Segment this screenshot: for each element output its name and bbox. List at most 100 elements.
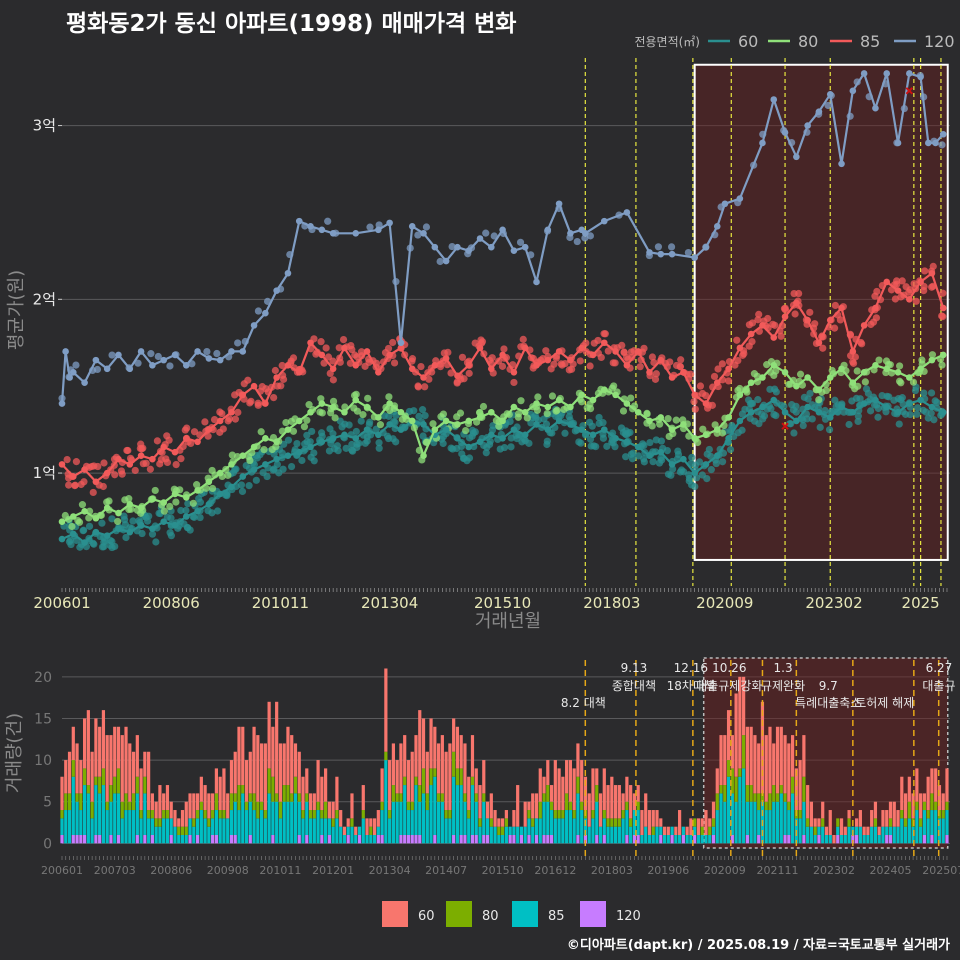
vol-bar-80 — [613, 818, 618, 827]
price-point-60 — [318, 432, 326, 440]
price-y-tick-label: 1억 — [33, 464, 56, 482]
vol-bar-85 — [380, 810, 384, 836]
vol-bar-60 — [719, 735, 723, 786]
vol-bar-85 — [327, 818, 331, 836]
vol-bar-80 — [700, 826, 704, 836]
vol-bar-60 — [655, 810, 659, 827]
vol-bar-60 — [218, 776, 222, 811]
vol-bar-80 — [180, 826, 185, 836]
price-point-60 — [816, 423, 824, 431]
vol-bar-85 — [305, 801, 309, 836]
vol-bar-60 — [934, 768, 938, 802]
price-point-60 — [854, 412, 862, 420]
vol-bar-120 — [150, 835, 154, 844]
price-point-60 — [866, 407, 875, 415]
vol-bar-60 — [335, 776, 339, 811]
vol-bar-60 — [158, 785, 162, 819]
vol-bar-85 — [222, 818, 226, 844]
price-point-60 — [513, 435, 521, 443]
vol-bar-85 — [806, 826, 810, 844]
price-point-60 — [352, 427, 360, 436]
price-point-60 — [163, 513, 171, 521]
price-point-80 — [193, 481, 201, 489]
price-point-60 — [772, 388, 780, 396]
vol-bar-85 — [94, 785, 98, 836]
price-point-60 — [611, 443, 619, 451]
price-point-80 — [68, 522, 76, 531]
vol-bar-80 — [779, 785, 783, 794]
price-point-60 — [182, 506, 190, 515]
price-point-60 — [885, 393, 893, 401]
vol-bar-80 — [742, 735, 746, 769]
vol-bar-60 — [406, 760, 411, 802]
vol-x-tick-label: 200601 — [41, 864, 83, 877]
vol-bar-80 — [922, 801, 926, 811]
price-point-85 — [201, 418, 209, 426]
policy-annotation: 6.27 — [926, 661, 953, 675]
price-point-60 — [148, 530, 157, 538]
vol-bar-85 — [662, 835, 667, 844]
vol-bar-80 — [320, 810, 324, 819]
vol-bar-60 — [764, 735, 768, 802]
price-point-60 — [465, 454, 474, 462]
vol-bar-60 — [267, 701, 271, 769]
vol-bar-60 — [640, 810, 644, 836]
vol-bar-85 — [101, 785, 106, 844]
price-point-85 — [183, 424, 191, 432]
vol-bar-80 — [915, 801, 919, 811]
vol-bar-60 — [832, 835, 836, 844]
vol-bar-120 — [783, 835, 787, 844]
price-point-60 — [507, 443, 515, 451]
vol-bar-120 — [410, 835, 414, 844]
vol-bar-60 — [275, 701, 279, 794]
price-point-60 — [595, 419, 603, 428]
vol-bar-85 — [779, 793, 783, 844]
price-point-85 — [447, 369, 455, 377]
legend-item-60: 60 — [418, 909, 435, 924]
vol-bar-80 — [256, 801, 260, 819]
vol-bar-85 — [629, 826, 633, 844]
price-point-80 — [523, 414, 531, 422]
price-point-85 — [510, 378, 518, 387]
price-point-80 — [462, 426, 470, 435]
price-point-60 — [383, 432, 392, 440]
vol-bar-85 — [436, 801, 441, 844]
price-point-85 — [498, 362, 507, 370]
vol-bar-120 — [463, 835, 467, 844]
vol-bar-60 — [244, 760, 249, 802]
price-point-85 — [246, 399, 254, 407]
vol-bar-60 — [666, 826, 670, 836]
vol-bar-80 — [380, 801, 384, 811]
vol-bar-85 — [263, 818, 267, 844]
vol-bar-85 — [907, 818, 911, 844]
vol-bar-85 — [934, 810, 938, 844]
vol-bar-85 — [651, 835, 655, 844]
vol-bar-80 — [903, 818, 908, 827]
price-point-60 — [263, 472, 271, 481]
vol-bar-60 — [384, 668, 388, 752]
vol-bar-85 — [847, 826, 851, 844]
price-point-60 — [927, 409, 935, 417]
price-point-60 — [703, 475, 711, 483]
vol-bar-60 — [538, 768, 542, 802]
price-point-85 — [436, 363, 445, 371]
vol-x-tick-label: 201803 — [591, 864, 633, 877]
vol-bar-85 — [595, 801, 599, 836]
vol-bar-85 — [214, 810, 219, 836]
vol-bar-60 — [892, 801, 896, 827]
vol-bar-60 — [354, 826, 358, 836]
vol-bar-85 — [790, 793, 795, 844]
vol-bar-60 — [290, 735, 294, 794]
vol-bar-60 — [565, 760, 569, 794]
vol-bar-60 — [903, 793, 908, 819]
vol-bar-85 — [753, 801, 757, 844]
vol-bar-85 — [342, 835, 347, 844]
vol-bar-80 — [184, 826, 188, 836]
price-point-60 — [825, 426, 834, 434]
vol-bar-80 — [233, 793, 237, 802]
price-point-60 — [418, 406, 427, 414]
vol-bar-85 — [406, 810, 411, 836]
vol-bar-80 — [301, 810, 305, 819]
price-point-80 — [160, 507, 168, 515]
